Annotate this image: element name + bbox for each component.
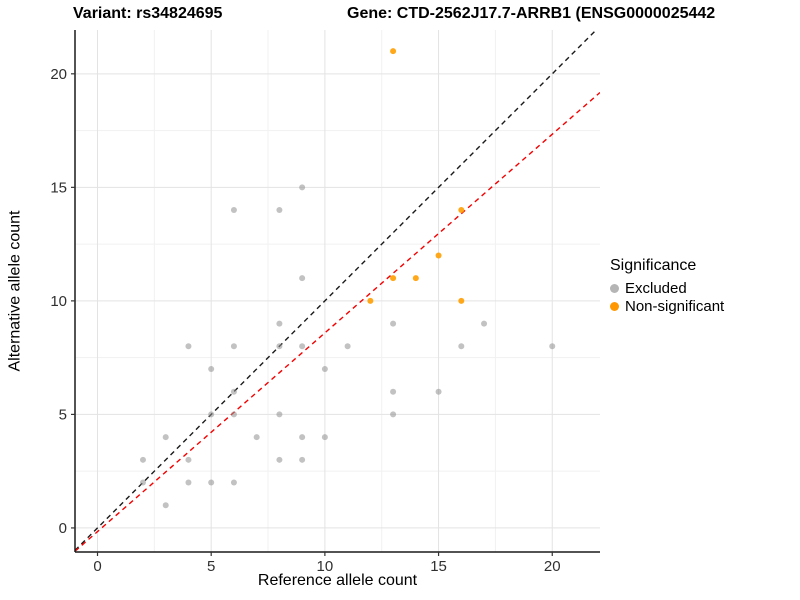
point-excluded [549,343,556,350]
x-axis-title: Reference allele count [257,572,418,589]
point-excluded [481,320,488,327]
point-excluded [230,343,237,350]
point-excluded [162,502,169,509]
point-non-significant [390,275,397,282]
y-tick-label: 0 [59,520,67,537]
point-excluded [390,411,397,418]
point-excluded [299,343,306,350]
point-non-significant [367,297,374,304]
point-excluded [321,365,328,372]
point-excluded [276,343,283,350]
point-excluded [230,388,237,395]
point-excluded [208,365,215,372]
point-excluded [299,456,306,463]
legend-item-non-significant: Non-significant [610,297,795,315]
point-excluded [162,434,169,441]
point-excluded [253,434,260,441]
x-tick-label: 0 [93,558,101,575]
excluded-swatch-icon [610,283,619,293]
x-tick-label: 10 [317,558,334,575]
point-excluded [276,411,283,418]
legend-item-excluded: Excluded [610,279,795,297]
y-axis-title-wrap: Alternative allele count [0,30,30,552]
point-excluded [390,388,397,395]
variant-title: Variant: rs34824695 [73,5,223,22]
point-excluded [230,207,237,214]
point-excluded [139,479,146,486]
legend: Significance Excluded Non-significant [610,257,795,315]
point-excluded [185,456,192,463]
point-excluded [185,479,192,486]
point-non-significant [435,252,442,259]
y-tick-label: 20 [50,66,67,83]
y-tick-label: 10 [50,293,67,310]
point-excluded [208,411,215,418]
point-non-significant [458,297,465,304]
point-non-significant [412,275,419,282]
point-excluded [435,388,442,395]
point-excluded [230,411,237,418]
point-excluded [299,434,306,441]
point-excluded [299,275,306,282]
point-excluded [276,320,283,327]
point-excluded [276,207,283,214]
y-axis-title: Alternative allele count [6,210,24,372]
point-non-significant [390,48,397,55]
point-non-significant [458,207,465,214]
point-excluded [390,320,397,327]
point-excluded [321,434,328,441]
point-excluded [458,343,465,350]
non-significant-swatch-icon [610,301,619,311]
x-tick-label: 20 [544,558,561,575]
legend-item-excluded-label: Excluded [625,279,687,297]
regression-line [75,91,600,552]
point-excluded [139,456,146,463]
identity-line [75,30,598,551]
point-excluded [276,456,283,463]
point-excluded [185,343,192,350]
point-excluded [344,343,351,350]
point-excluded [230,479,237,486]
x-tick-label: 5 [207,558,215,575]
point-excluded [208,479,215,486]
point-excluded [299,184,306,191]
y-tick-label: 15 [50,179,67,196]
legend-title: Significance [610,257,697,274]
gene-title: Gene: CTD-2562J17.7-ARRB1 (ENSG000002544… [347,5,716,22]
x-tick-label: 15 [430,558,447,575]
y-tick-label: 5 [59,406,67,423]
legend-item-non-significant-label: Non-significant [625,297,725,315]
